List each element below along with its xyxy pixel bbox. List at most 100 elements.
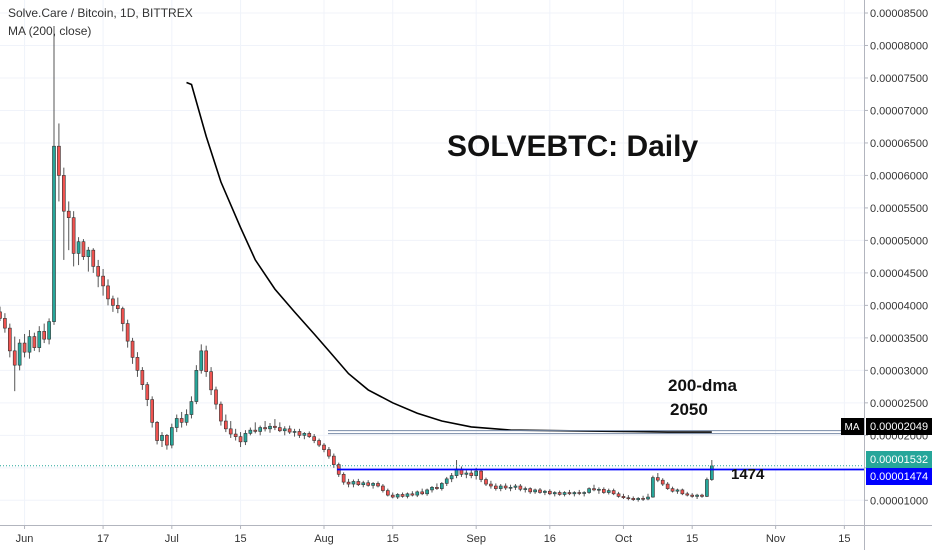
candle[interactable] [410, 491, 415, 497]
candle[interactable] [631, 496, 636, 501]
candle[interactable] [96, 259, 101, 288]
candle[interactable] [646, 493, 650, 501]
candle[interactable] [91, 248, 96, 273]
candle[interactable] [700, 493, 704, 498]
candle[interactable] [145, 382, 150, 407]
candle[interactable] [518, 484, 523, 492]
candle[interactable] [111, 295, 115, 312]
candle[interactable] [641, 495, 645, 501]
candle[interactable] [547, 489, 552, 496]
candle[interactable] [592, 484, 596, 492]
candle[interactable] [263, 421, 267, 432]
candle[interactable] [0, 306, 2, 321]
candle[interactable] [543, 489, 547, 496]
candle[interactable] [523, 486, 528, 493]
candle[interactable] [528, 487, 533, 494]
candle[interactable] [430, 486, 434, 493]
candle[interactable] [400, 492, 405, 498]
candle[interactable] [165, 434, 169, 450]
candle[interactable] [675, 488, 680, 494]
candle[interactable] [503, 483, 508, 490]
candle[interactable] [71, 211, 76, 267]
candle[interactable] [533, 488, 537, 494]
candle[interactable] [12, 336, 17, 392]
candle[interactable] [228, 421, 233, 438]
candle[interactable] [665, 482, 670, 490]
candle[interactable] [233, 428, 238, 441]
candle[interactable] [489, 480, 493, 489]
candle[interactable] [253, 422, 258, 434]
candle[interactable] [449, 473, 454, 483]
candle[interactable] [606, 488, 611, 495]
candle[interactable] [562, 491, 567, 497]
candle[interactable] [238, 432, 243, 448]
candle[interactable] [435, 483, 439, 490]
candle[interactable] [297, 428, 302, 438]
candle[interactable] [557, 490, 562, 496]
time-axis[interactable]: Jun 17 Jul 15 Aug 15 Sep 16 Oct 15 Nov 15 [0, 525, 932, 545]
candle[interactable] [32, 332, 37, 351]
candle[interactable] [115, 297, 120, 314]
candle[interactable] [685, 491, 690, 497]
candle[interactable] [356, 478, 361, 487]
candle[interactable] [636, 497, 641, 502]
candle[interactable] [150, 396, 155, 428]
candle[interactable] [106, 279, 110, 306]
candle[interactable] [670, 486, 675, 493]
candle[interactable] [655, 473, 660, 483]
candle[interactable] [705, 477, 709, 498]
candle[interactable] [439, 482, 444, 491]
candle[interactable] [81, 239, 86, 260]
candle[interactable] [174, 414, 179, 433]
candle[interactable] [366, 480, 371, 487]
candle[interactable] [322, 443, 326, 453]
candle[interactable] [61, 167, 66, 260]
candle[interactable] [273, 419, 277, 431]
candle[interactable] [597, 487, 601, 494]
candle[interactable] [248, 427, 253, 436]
candle[interactable] [292, 428, 297, 437]
candle[interactable] [52, 25, 56, 325]
candle[interactable] [189, 396, 194, 419]
candle[interactable] [204, 345, 209, 377]
candle[interactable] [7, 323, 12, 358]
candle[interactable] [425, 488, 429, 496]
candle[interactable] [469, 469, 474, 479]
candle[interactable] [567, 489, 572, 496]
candle[interactable] [160, 432, 164, 448]
candle[interactable] [268, 422, 272, 433]
candle[interactable] [327, 447, 331, 459]
candle[interactable] [361, 480, 366, 488]
candle[interactable] [140, 367, 145, 390]
candle[interactable] [508, 484, 513, 492]
candle[interactable] [22, 333, 27, 358]
candle[interactable] [258, 425, 263, 436]
candle[interactable] [86, 246, 91, 272]
candle[interactable] [27, 330, 32, 359]
candle[interactable] [444, 476, 449, 487]
candle[interactable] [135, 352, 140, 377]
candle[interactable] [493, 483, 498, 491]
candle[interactable] [57, 123, 61, 202]
candle[interactable] [130, 337, 135, 364]
candle[interactable] [621, 493, 626, 500]
candle[interactable] [199, 344, 204, 374]
candle[interactable] [577, 489, 582, 496]
candle[interactable] [479, 469, 483, 483]
candle[interactable] [582, 491, 587, 497]
candle[interactable] [709, 460, 714, 481]
indicator-legend[interactable]: MA (200, close) [8, 24, 92, 38]
candle[interactable] [513, 484, 518, 490]
candle[interactable] [302, 432, 307, 440]
candle[interactable] [37, 326, 42, 353]
candle[interactable] [209, 367, 213, 396]
candle[interactable] [376, 481, 380, 488]
candle[interactable] [390, 492, 395, 499]
candle[interactable] [616, 491, 621, 498]
candle[interactable] [381, 484, 385, 493]
candle[interactable] [47, 318, 51, 345]
candle[interactable] [405, 492, 410, 499]
candle[interactable] [125, 319, 130, 348]
candle[interactable] [184, 409, 189, 426]
